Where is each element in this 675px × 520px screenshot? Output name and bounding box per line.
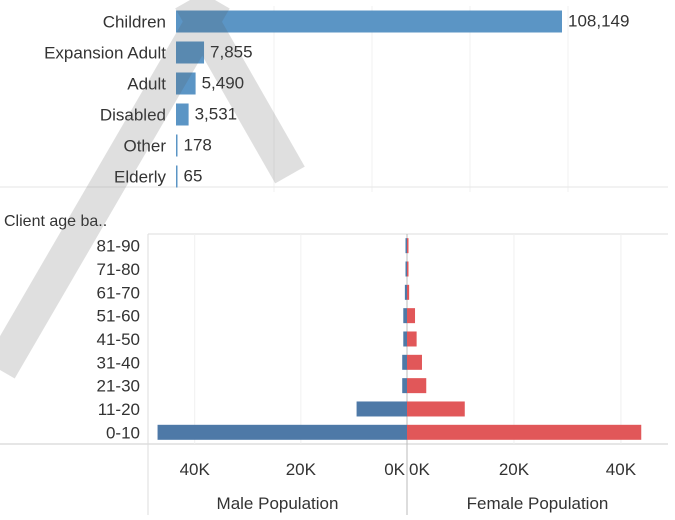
bar-disabled[interactable] [176,103,189,126]
bar-adult[interactable] [176,72,196,95]
bar-elderly[interactable] [176,165,178,188]
data-label-expansion-adult: 7,855 [210,43,253,62]
female-tick-40k: 40K [606,460,637,479]
age-label-0-10: 0-10 [106,423,140,442]
category-label-adult: Adult [127,75,166,94]
age-label-21-30: 21-30 [97,377,140,396]
age-label-41-50: 41-50 [97,330,140,349]
male-bar-71-80[interactable] [405,261,408,277]
bar-other[interactable] [176,134,178,157]
female-bar-11-20[interactable] [407,401,465,417]
male-bar-51-60[interactable] [403,308,407,324]
category-label-children: Children [103,13,166,32]
male-tick-0k: 0K [384,460,405,479]
male-bar-81-90[interactable] [405,238,408,254]
age-label-81-90: 81-90 [97,237,140,256]
category-label-elderly: Elderly [114,168,166,187]
female-bar-61-70[interactable] [407,284,410,300]
category-label-other: Other [123,137,166,156]
segment-bar-chart: Children 108,149 Expansion Adult 7,855 Adult… [0,6,668,192]
row-header-age-band: Client age ba.. [4,213,107,230]
data-label-elderly: 65 [184,167,203,186]
male-bar-21-30[interactable] [402,378,407,394]
female-tick-20k: 20K [499,460,530,479]
draft-watermark [0,0,305,379]
age-pyramid-chart: Client age ba.. 81-90 71-80 61-70 51-60 41-50… [0,213,668,515]
female-bar-71-80[interactable] [407,261,409,277]
data-label-adult: 5,490 [202,74,245,93]
female-bar-51-60[interactable] [407,308,416,324]
female-bar-0-10[interactable] [407,424,642,440]
female-tick-0k: 0K [409,460,430,479]
age-label-61-70: 61-70 [97,283,140,302]
category-label-disabled: Disabled [100,106,166,125]
female-panel-title: Female Population [467,494,609,513]
male-bar-0-10[interactable] [157,424,407,440]
data-label-children: 108,149 [568,12,629,31]
male-tick-20k: 20K [286,460,317,479]
age-label-31-40: 31-40 [97,353,140,372]
male-tick-40k: 40K [180,460,211,479]
age-label-51-60: 51-60 [97,307,140,326]
bar-children[interactable] [176,10,562,33]
male-bar-31-40[interactable] [402,354,407,370]
category-label-expansion-adult: Expansion Adult [44,44,166,63]
male-bar-11-20[interactable] [356,401,407,417]
female-bar-81-90[interactable] [407,238,409,254]
bar-expansion-adult[interactable] [176,41,205,64]
male-panel-title: Male Population [217,494,339,513]
female-bar-21-30[interactable] [407,378,427,394]
data-label-disabled: 3,531 [195,105,238,124]
age-label-71-80: 71-80 [97,260,140,279]
male-bar-41-50[interactable] [403,331,407,347]
female-bar-31-40[interactable] [407,354,422,370]
male-bar-61-70[interactable] [404,284,407,300]
age-label-11-20: 11-20 [98,400,140,419]
data-label-other: 178 [184,136,212,155]
female-bar-41-50[interactable] [407,331,417,347]
